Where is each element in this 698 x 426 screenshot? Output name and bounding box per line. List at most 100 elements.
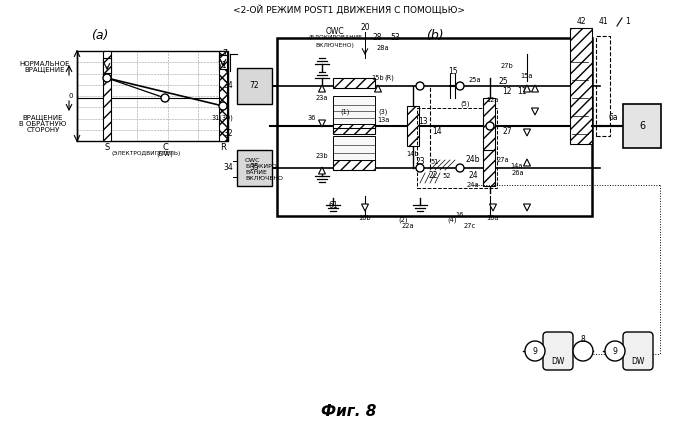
Bar <box>333 96 375 124</box>
Text: 72: 72 <box>249 81 259 90</box>
Bar <box>333 136 375 160</box>
Text: 53: 53 <box>390 34 400 43</box>
Bar <box>219 51 227 141</box>
Bar <box>483 98 495 154</box>
Text: (4): (4) <box>447 217 456 223</box>
Text: 25: 25 <box>498 77 508 86</box>
Circle shape <box>573 341 593 361</box>
Bar <box>237 68 272 104</box>
Polygon shape <box>524 129 530 136</box>
Text: ВКЛЮЧЕНО: ВКЛЮЧЕНО <box>245 176 283 181</box>
Text: DW: DW <box>631 357 645 366</box>
Text: R: R <box>220 144 226 153</box>
Text: ВРАЩЕНИЕ: ВРАЩЕНИЕ <box>23 115 64 121</box>
Text: СТОРОНУ: СТОРОНУ <box>27 127 60 133</box>
Text: 15b: 15b <box>372 75 385 81</box>
Text: 26a: 26a <box>512 170 524 176</box>
Text: 22a: 22a <box>401 223 415 229</box>
Text: 42: 42 <box>576 17 586 26</box>
Text: 27b: 27b <box>500 63 513 69</box>
Text: 27c: 27c <box>464 223 476 229</box>
Text: 12: 12 <box>503 86 512 95</box>
Text: В ОБРАТНУЮ: В ОБРАТНУЮ <box>20 121 66 127</box>
Text: (БЛОКИРОВАНИЕ: (БЛОКИРОВАНИЕ <box>308 35 362 40</box>
Text: 24: 24 <box>468 172 478 181</box>
Text: 71: 71 <box>217 61 227 70</box>
Circle shape <box>416 82 424 90</box>
Text: 32: 32 <box>223 130 233 138</box>
Text: 16: 16 <box>455 212 463 218</box>
Polygon shape <box>524 85 530 92</box>
Text: 16b: 16b <box>359 215 371 221</box>
Text: ВАНИЕ: ВАНИЕ <box>245 170 267 176</box>
Text: 27: 27 <box>502 127 512 135</box>
Text: 13: 13 <box>418 116 428 126</box>
Bar <box>277 38 592 216</box>
Text: 22: 22 <box>429 172 438 181</box>
Text: 61: 61 <box>328 201 338 210</box>
Text: DW: DW <box>551 357 565 366</box>
Text: 31(30): 31(30) <box>211 115 233 121</box>
Text: 34: 34 <box>223 164 233 173</box>
Polygon shape <box>318 85 325 92</box>
Bar <box>103 51 111 141</box>
Bar <box>77 51 228 141</box>
Text: (ЭЛЕКТРОДВИГАТЕЛЬ): (ЭЛЕКТРОДВИГАТЕЛЬ) <box>112 152 181 156</box>
Text: (b): (b) <box>426 29 444 43</box>
Text: OWC: OWC <box>326 26 344 35</box>
Polygon shape <box>318 167 325 174</box>
Text: 23b: 23b <box>315 153 328 159</box>
Text: 14a: 14a <box>511 163 524 169</box>
Bar <box>237 150 272 186</box>
Circle shape <box>219 102 227 110</box>
Text: 8: 8 <box>581 334 586 343</box>
Text: 9: 9 <box>613 346 618 356</box>
Text: (1): (1) <box>341 109 350 115</box>
Circle shape <box>103 74 111 82</box>
Text: <2-ОЙ РЕЖИМ POST1 ДВИЖЕНИЯ С ПОМОЩЬЮ>: <2-ОЙ РЕЖИМ POST1 ДВИЖЕНИЯ С ПОМОЩЬЮ> <box>233 5 465 15</box>
Text: 27a: 27a <box>497 157 510 163</box>
Bar <box>596 36 610 136</box>
Text: S: S <box>105 144 110 153</box>
Polygon shape <box>489 204 496 211</box>
Text: OWC: OWC <box>245 158 260 164</box>
FancyBboxPatch shape <box>623 332 653 370</box>
Text: 1: 1 <box>625 17 630 26</box>
Polygon shape <box>524 159 530 166</box>
Text: 52: 52 <box>443 173 451 179</box>
Text: (a): (a) <box>91 29 109 43</box>
Text: 15a: 15a <box>521 73 533 79</box>
Polygon shape <box>318 120 325 127</box>
Text: 15: 15 <box>448 67 458 77</box>
Text: 36: 36 <box>308 115 316 121</box>
Text: 35: 35 <box>249 164 259 173</box>
Text: 20: 20 <box>360 23 370 32</box>
Polygon shape <box>531 108 538 115</box>
Polygon shape <box>531 85 538 92</box>
FancyBboxPatch shape <box>543 332 573 370</box>
Circle shape <box>605 341 625 361</box>
Text: 34: 34 <box>223 81 233 90</box>
Text: 12a: 12a <box>487 97 499 103</box>
Text: (5): (5) <box>460 101 470 107</box>
Text: 41: 41 <box>598 17 608 26</box>
Polygon shape <box>362 204 369 211</box>
Text: Фиг. 8: Фиг. 8 <box>321 405 377 420</box>
Text: (DW): (DW) <box>156 151 173 157</box>
Text: 24b: 24b <box>466 155 480 164</box>
Bar <box>333 160 375 170</box>
Text: 23a: 23a <box>315 95 328 101</box>
Polygon shape <box>524 204 530 211</box>
Bar <box>333 124 375 134</box>
Text: 28a: 28a <box>377 45 389 51</box>
Text: ВКЛЮЧЕНО): ВКЛЮЧЕНО) <box>315 43 355 48</box>
Text: 16a: 16a <box>487 215 499 221</box>
Bar <box>417 108 497 188</box>
Circle shape <box>525 341 545 361</box>
Text: БЛОКИРО-: БЛОКИРО- <box>245 164 279 170</box>
Text: НОРМАЛЬНОЕ: НОРМАЛЬНОЕ <box>20 61 70 67</box>
Text: 6: 6 <box>639 121 645 131</box>
Circle shape <box>486 122 494 130</box>
Text: 0: 0 <box>68 93 73 99</box>
Text: 14b: 14b <box>407 151 419 157</box>
